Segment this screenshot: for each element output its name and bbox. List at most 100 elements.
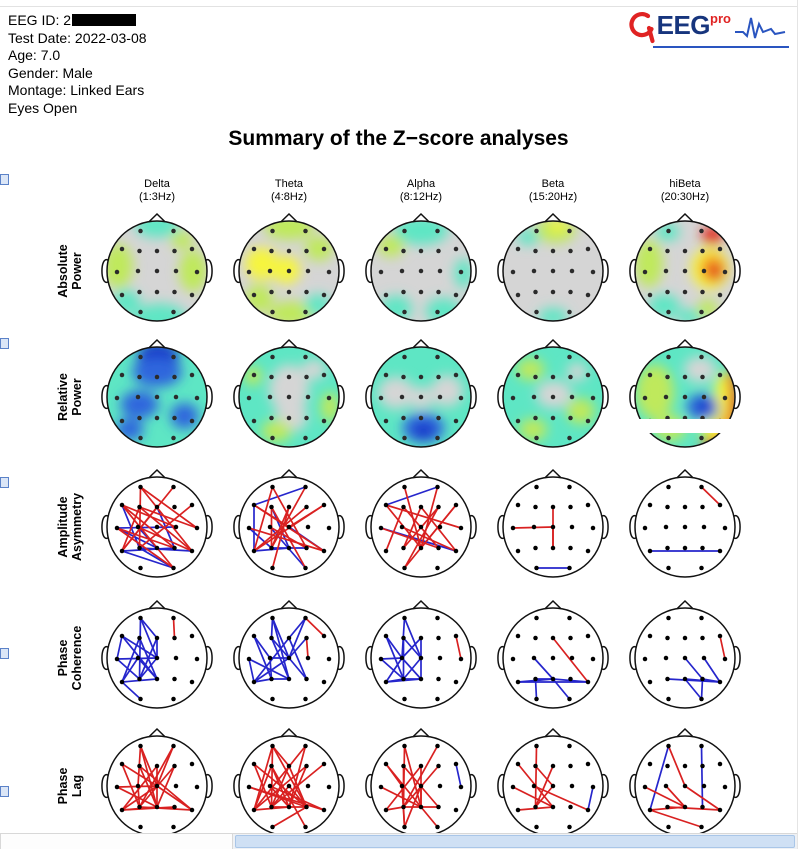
electrode-dots <box>510 743 596 830</box>
head-outline <box>497 599 609 709</box>
link-anchor-marker[interactable] <box>0 174 9 185</box>
row-label-phase_coherence: Phase Coherence <box>56 625 84 691</box>
topomap-phase_coherence-beta <box>497 599 609 709</box>
connection-lines <box>649 486 721 552</box>
electrode-dots <box>642 484 728 571</box>
statusbar-left-panel <box>0 833 233 849</box>
electrode-dots <box>642 743 728 830</box>
logo-q-icon <box>629 12 655 44</box>
column-header-hibeta: hiBeta (20:30Hz) <box>660 178 710 203</box>
patient-info-block: EEG ID: 2 Test Date: 2022-03-08 Age: 7.0 Ge… <box>8 12 147 117</box>
electrode-dots <box>642 228 728 315</box>
connection-lines <box>248 617 325 683</box>
redaction-box <box>72 14 137 26</box>
head-outline <box>497 338 609 448</box>
electrode-dots <box>114 484 200 571</box>
top-divider <box>0 6 797 7</box>
electrode-dots <box>510 615 596 702</box>
qeegpro-logo: EEG pro <box>627 10 789 56</box>
electrode-dots <box>114 743 200 830</box>
patient-info-line: Age: 7.0 <box>8 47 61 63</box>
electrode-dots <box>378 484 464 571</box>
electrode-dots <box>510 484 596 571</box>
column-header-theta: Theta (4:8Hz) <box>270 178 308 203</box>
topomap-absolute-theta <box>233 212 345 322</box>
topomap-phase_lag-beta <box>497 727 609 837</box>
logo-text-pro: pro <box>710 11 731 26</box>
topomap-absolute-delta <box>101 212 213 322</box>
head-outline <box>101 468 213 578</box>
patient-info-line: Eyes Open <box>8 99 78 116</box>
connection-lines <box>517 637 589 700</box>
column-header-delta: Delta (1:3Hz) <box>138 178 176 203</box>
patient-info-line: EEG ID: 2 <box>8 12 147 30</box>
electrode-dots <box>114 354 200 441</box>
topomap-absolute-alpha <box>365 212 477 322</box>
electrode-dots <box>378 228 464 315</box>
topomap-phase_lag-delta <box>101 727 213 837</box>
power-blobs <box>245 221 333 321</box>
topomap-phase_lag-theta <box>233 727 345 837</box>
head-outline <box>233 338 345 448</box>
electrode-dots <box>246 743 332 830</box>
connection-lines <box>248 745 325 828</box>
horizontal-scrollbar[interactable] <box>233 833 797 849</box>
head-outline <box>101 212 213 322</box>
topomap-phase_lag-hibeta <box>629 727 741 837</box>
power-blobs <box>516 358 595 441</box>
head-outline <box>365 468 477 578</box>
electrode-dots <box>114 228 200 315</box>
topomap-phase_coherence-delta <box>101 599 213 709</box>
head-outline <box>233 599 345 709</box>
electrode-dots <box>510 228 596 315</box>
link-anchor-marker[interactable] <box>0 477 9 488</box>
row-label-phase_lag: Phase Lag <box>56 767 84 805</box>
topomap-amplitude_asymmetry-beta <box>497 468 609 578</box>
link-anchor-marker[interactable] <box>0 786 9 797</box>
head-outline <box>497 468 609 578</box>
topomap-amplitude_asymmetry-hibeta <box>629 468 741 578</box>
connection-lines <box>512 745 594 811</box>
topomap-relative-beta <box>497 338 609 448</box>
topomap-absolute-beta <box>497 212 609 322</box>
head-outline <box>101 338 213 448</box>
head-outline <box>365 599 477 709</box>
column-header-beta: Beta (15:20Hz) <box>528 178 578 203</box>
patient-info-line: Gender: Male <box>8 64 93 81</box>
head-outline <box>629 338 741 448</box>
electrode-dots <box>246 615 332 702</box>
row-label-relative: Relative Power <box>56 373 84 421</box>
patient-info-line: Montage: Linked Ears <box>8 82 145 98</box>
page-title: Summary of the Z−score analyses <box>228 127 569 150</box>
head-outline <box>629 468 741 578</box>
bottom-bar <box>0 833 797 849</box>
power-blobs <box>517 221 576 321</box>
logo-waveform-icon <box>735 17 786 39</box>
topomap-relative-delta <box>101 338 213 448</box>
head-outline <box>365 212 477 322</box>
topomap-phase_coherence-alpha <box>365 599 477 709</box>
electrode-dots <box>246 484 332 571</box>
topomap-amplitude_asymmetry-theta <box>233 468 345 578</box>
electrode-dots <box>642 615 728 702</box>
head-outline <box>365 338 477 448</box>
topomap-relative-theta <box>233 338 345 448</box>
topomap-phase_coherence-theta <box>233 599 345 709</box>
electrode-dots <box>510 354 596 441</box>
connection-lines <box>116 617 176 700</box>
white-redaction-bar <box>620 419 738 433</box>
connection-lines <box>380 486 462 569</box>
logo-underline <box>652 46 789 48</box>
electrode-dots <box>378 354 464 441</box>
topomap-relative-hibeta <box>629 338 741 448</box>
electrode-dots <box>246 354 332 441</box>
scrollbar-thumb[interactable] <box>235 835 795 848</box>
topomap-amplitude_asymmetry-alpha <box>365 468 477 578</box>
topomap-relative-alpha <box>365 338 477 448</box>
logo-text-eeg: EEG <box>656 10 711 40</box>
link-anchor-marker[interactable] <box>0 648 9 659</box>
patient-info-line: Test Date: 2022-03-08 <box>8 29 147 46</box>
head-outline <box>233 212 345 322</box>
topomap-phase_lag-alpha <box>365 727 477 837</box>
link-anchor-marker[interactable] <box>0 338 9 349</box>
